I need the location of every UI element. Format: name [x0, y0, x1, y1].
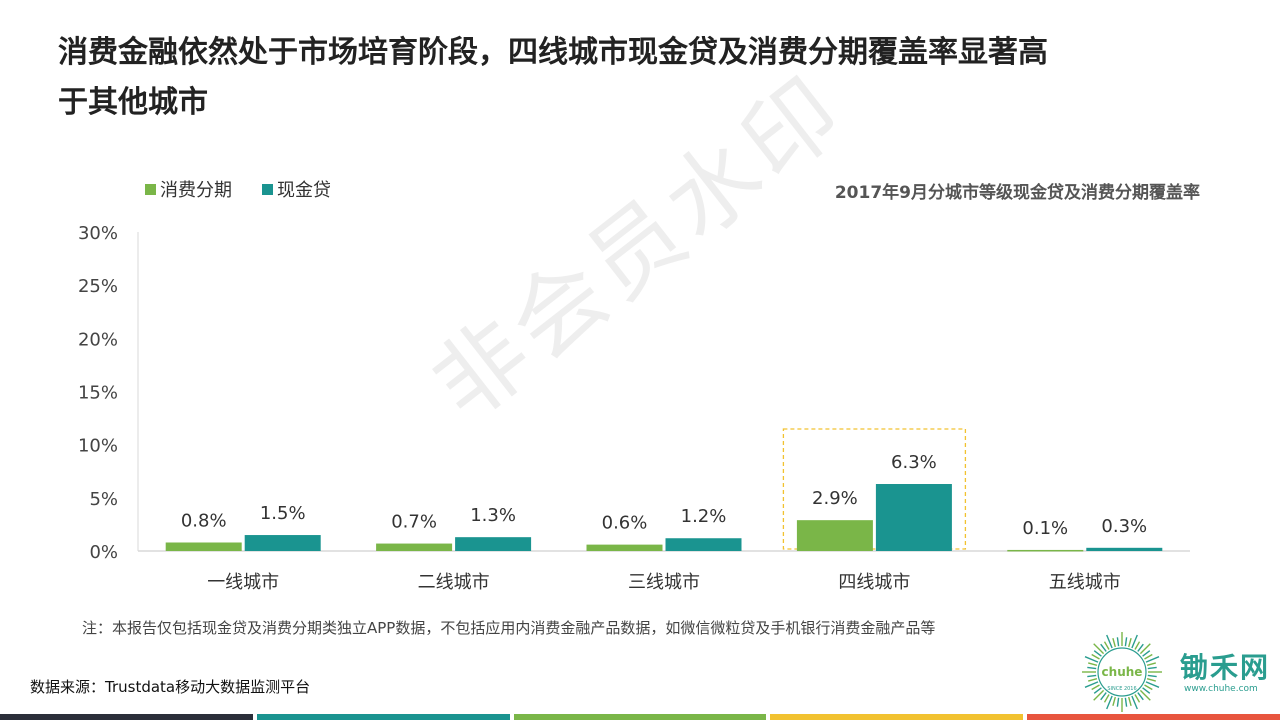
svg-text:chuhe: chuhe [1102, 665, 1143, 679]
data-label: 1.2% [681, 506, 727, 527]
bar-installment [1007, 549, 1084, 552]
svg-text:SINCE 2016: SINCE 2016 [1107, 686, 1136, 692]
logo-name: 锄禾网 [1180, 651, 1271, 684]
data-label: 0.8% [181, 510, 227, 531]
title-line-2: 于其他城市 [58, 85, 208, 120]
bar-cash-loan [665, 538, 742, 551]
data-label: 1.3% [470, 505, 516, 526]
y-tick-label: 10% [78, 436, 118, 457]
x-tick-label: 二线城市 [418, 572, 490, 593]
bar-cash-loan [875, 484, 952, 551]
data-label: 6.3% [891, 452, 937, 473]
legend-item-cash-loan: 现金贷 [262, 176, 331, 202]
footer-bar-segment [1027, 714, 1280, 720]
chart-legend: 消费分期 现金贷 [145, 176, 331, 202]
bar-chart: 0% 5% 10% 15% 20% 25% 30% 0.8% 1.5% 一线城市 0.7% 1.3% 二… [78, 223, 1190, 593]
footnote: 注：本报告仅包括现金贷及消费分期类独立APP数据，不包括应用内消费金融产品数据，… [82, 619, 936, 637]
logo-url: www.chuhe.com [1184, 684, 1258, 694]
chart-subtitle: 2017年9月分城市等级现金贷及消费分期覆盖率 [834, 183, 1200, 203]
data-label: 0.3% [1101, 516, 1147, 537]
footer-bar-segment [770, 714, 1024, 720]
x-tick-label: 一线城市 [207, 572, 279, 593]
bar-installment [376, 543, 453, 551]
x-tick-label: 五线城市 [1049, 572, 1121, 593]
legend-label-cash-loan: 现金贷 [277, 180, 331, 201]
bar-installment [796, 520, 873, 551]
footer-bar-segment [513, 714, 767, 720]
y-tick-label: 20% [78, 329, 118, 350]
footer-bar-segment [256, 714, 510, 720]
footer-color-bar [0, 714, 1280, 720]
data-label: 2.9% [812, 488, 858, 509]
y-tick-label: 15% [78, 383, 118, 404]
highlight-box [782, 428, 967, 550]
data-label: 0.6% [602, 513, 648, 534]
bar-cash-loan [1086, 547, 1163, 551]
bar-cash-loan [455, 537, 532, 551]
legend-item-installment: 消费分期 [145, 176, 232, 202]
legend-label-installment: 消费分期 [160, 180, 232, 201]
title-line-1: 消费金融依然处于市场培育阶段，四线城市现金贷及消费分期覆盖率显著高 [58, 35, 1048, 70]
page-title: 消费金融依然处于市场培育阶段，四线城市现金贷及消费分期覆盖率显著高 于其他城市 [58, 28, 1158, 128]
bar-installment [165, 542, 242, 551]
y-tick-label: 30% [78, 223, 118, 244]
data-source: 数据来源：Trustdata移动大数据监测平台 [30, 678, 311, 696]
chuhe-logo: chuhe SINCE 2016 锄禾网 www.chuhe.com [1058, 632, 1273, 712]
data-label: 0.1% [1022, 518, 1068, 539]
y-tick-label: 5% [89, 489, 118, 510]
sunburst-logo-icon: chuhe SINCE 2016 [1082, 632, 1162, 712]
legend-swatch-cash-loan [262, 183, 273, 195]
data-label: 0.7% [391, 512, 437, 533]
y-tick-label: 25% [78, 276, 118, 297]
x-tick-label: 四线城市 [838, 572, 910, 593]
x-tick-label: 三线城市 [628, 572, 700, 593]
data-label: 1.5% [260, 503, 306, 524]
legend-swatch-installment [145, 183, 156, 195]
footer-bar-segment [0, 714, 253, 720]
bar-cash-loan [244, 535, 321, 551]
bar-installment [586, 544, 663, 551]
y-tick-label: 0% [89, 542, 118, 563]
